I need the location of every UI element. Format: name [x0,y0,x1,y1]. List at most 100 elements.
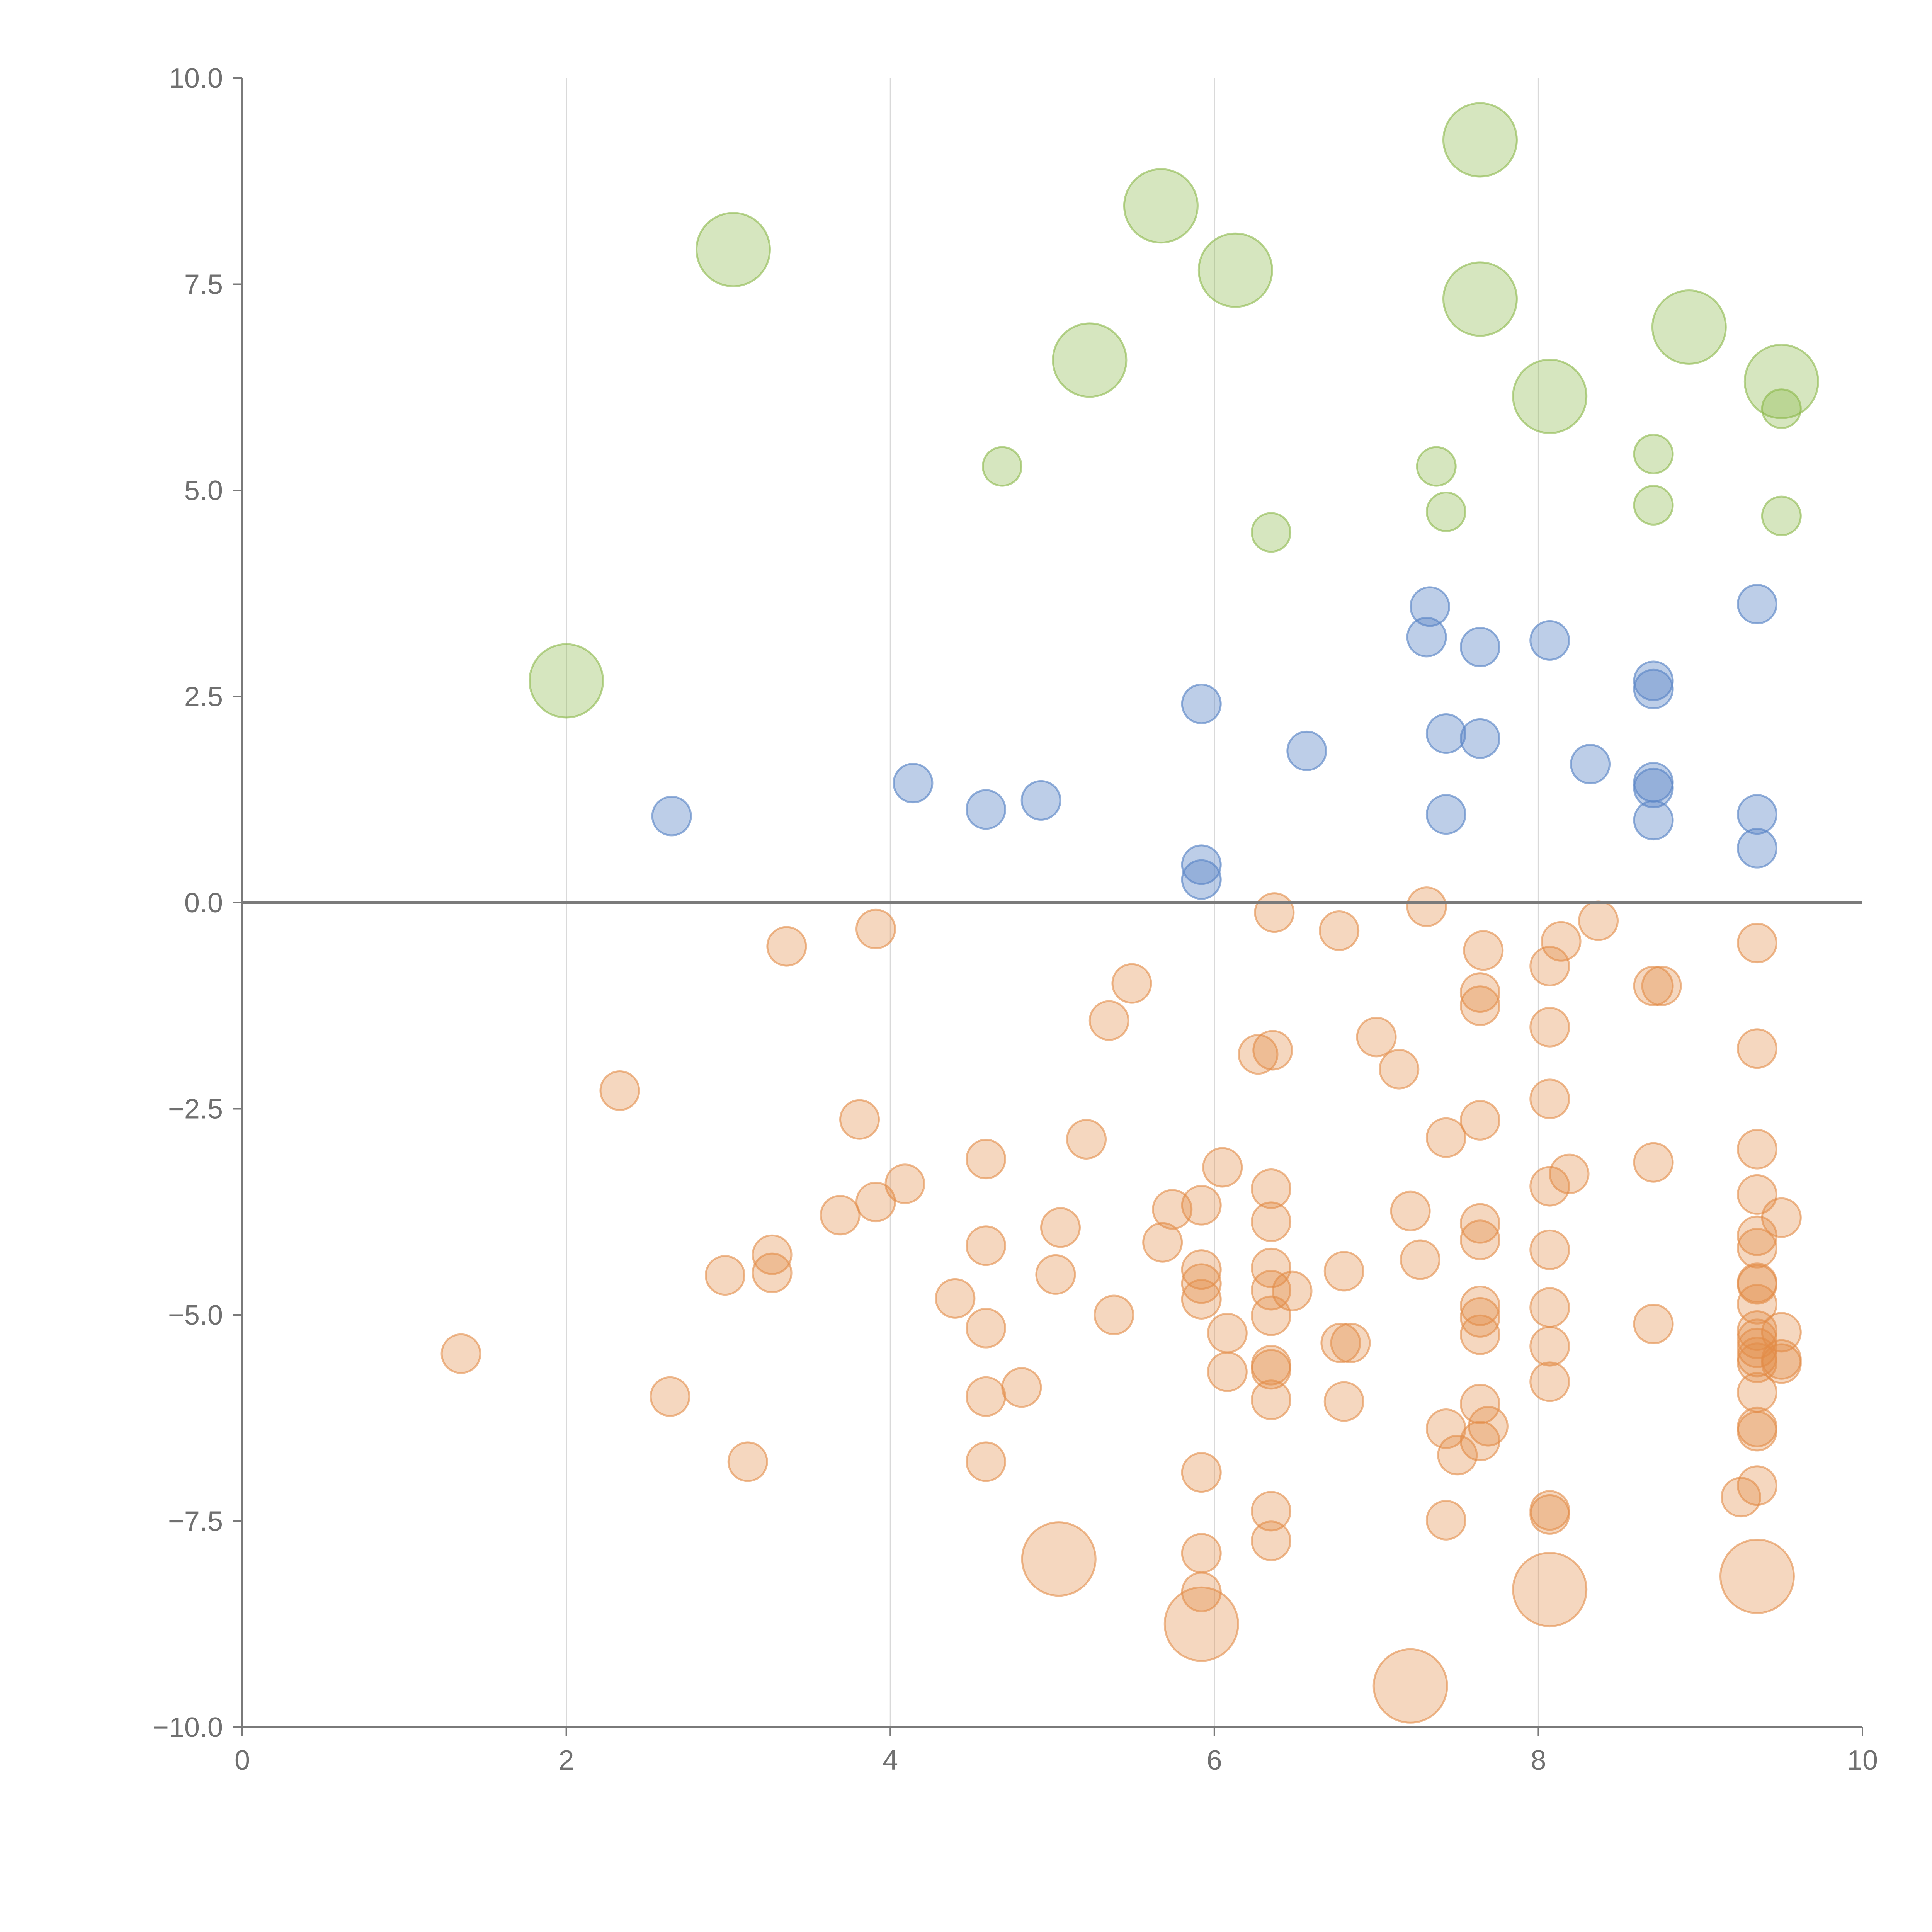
data-point-orange-121 [1163,1586,1239,1662]
data-point-orange-18 [1736,1028,1777,1069]
data-point-blue-2 [1406,617,1447,658]
data-point-green-13 [1416,446,1457,487]
data-point-orange-45 [1040,1207,1081,1248]
data-point-orange-119 [1719,1538,1795,1614]
x-tick-label: 10 [1847,1745,1878,1776]
data-point-green-5 [1651,289,1727,365]
data-point-orange-52 [752,1234,793,1275]
data-point-blue-9 [1459,718,1500,759]
data-point-green-12 [982,446,1023,487]
data-point-orange-82 [1529,1326,1570,1367]
data-point-blue-7 [1181,684,1222,724]
data-point-orange-74 [966,1308,1007,1349]
data-point-orange-96 [650,1376,690,1417]
data-point-orange-94 [1736,1372,1777,1413]
data-point-blue-6 [1633,668,1674,709]
data-point-orange-44 [1459,1203,1500,1244]
data-point-green-4 [1442,261,1518,337]
data-point-green-15 [1425,491,1466,532]
y-tick-label: −2.5 [168,1094,223,1125]
data-point-orange-99 [1459,1383,1500,1424]
data-point-blue-0 [1409,586,1450,627]
data-point-blue-8 [1425,713,1466,754]
data-point-orange-25 [1459,1100,1500,1141]
data-point-orange-28 [1736,1129,1777,1170]
data-point-orange-98 [1323,1381,1364,1422]
data-point-orange-29 [966,1139,1007,1180]
data-point-orange-47 [1459,1219,1500,1260]
y-tick-label: 10.0 [169,63,223,94]
data-point-orange-68 [1459,1286,1500,1327]
data-point-blue-16 [966,789,1007,830]
data-point-orange-4 [1319,910,1360,951]
data-point-orange-5 [766,926,807,967]
data-point-orange-79 [1736,1318,1777,1359]
y-tick-label: 7.5 [184,269,223,300]
data-point-orange-20 [1238,1034,1279,1075]
data-point-orange-122 [1372,1648,1448,1724]
data-point-green-7 [1743,344,1819,419]
data-point-blue-1 [1736,583,1777,624]
data-point-orange-113 [1529,1494,1570,1535]
x-tick-label: 6 [1207,1745,1222,1776]
data-point-orange-78 [1459,1314,1500,1355]
data-point-orange-33 [884,1163,925,1204]
data-point-orange-0 [1254,892,1295,933]
data-point-orange-115 [1251,1520,1292,1561]
data-point-orange-50 [1736,1228,1777,1269]
data-point-orange-9 [1529,946,1570,986]
data-point-blue-11 [1570,743,1611,784]
y-tick-label: 0.0 [184,888,223,918]
y-tick-label: 5.0 [184,475,223,506]
data-point-orange-53 [1400,1239,1440,1280]
data-point-orange-110 [1721,1477,1762,1518]
data-point-orange-87 [1736,1342,1777,1383]
data-point-orange-107 [727,1441,768,1482]
data-point-orange-56 [1323,1251,1364,1292]
data-point-orange-108 [1181,1452,1222,1493]
data-point-orange-112 [1251,1491,1292,1532]
data-point-orange-71 [1251,1295,1292,1336]
data-point-blue-15 [1020,780,1061,821]
data-point-orange-61 [1181,1263,1222,1304]
y-tick-label: 2.5 [184,682,223,713]
data-point-orange-1 [1406,886,1447,927]
data-point-blue-10 [1286,730,1327,771]
data-point-blue-19 [651,796,692,837]
data-point-orange-49 [966,1225,1007,1266]
data-point-orange-21 [1379,1049,1420,1090]
data-point-orange-120 [1512,1552,1588,1628]
data-point-orange-92 [1529,1361,1570,1402]
data-point-orange-13 [1459,972,1500,1013]
data-point-green-9 [529,643,604,719]
data-point-orange-59 [705,1255,746,1296]
data-point-orange-118 [1021,1521,1097,1597]
data-point-orange-19 [1252,1030,1293,1071]
data-point-orange-34 [1529,1166,1570,1207]
data-point-green-6 [1052,322,1128,398]
data-point-orange-72 [1459,1297,1500,1338]
data-point-blue-20 [1633,800,1674,841]
data-point-orange-55 [1181,1249,1222,1290]
data-point-orange-23 [1529,1078,1570,1119]
data-point-blue-21 [1736,828,1777,869]
data-point-orange-90 [1251,1349,1292,1390]
data-point-orange-16 [1529,1007,1570,1048]
data-point-orange-93 [1001,1367,1042,1408]
data-point-orange-69 [1529,1287,1570,1328]
data-point-orange-114 [1425,1500,1466,1541]
x-tick-label: 0 [235,1745,250,1776]
data-point-blue-14 [1633,767,1674,808]
data-point-orange-24 [839,1099,880,1140]
data-point-orange-46 [1736,1215,1777,1256]
data-point-orange-77 [1207,1313,1248,1354]
data-point-blue-17 [1425,794,1466,835]
data-point-orange-31 [1202,1147,1243,1188]
data-point-orange-14 [1459,985,1500,1026]
data-point-orange-97 [1251,1379,1292,1420]
data-point-orange-57 [752,1252,793,1293]
data-point-orange-37 [855,1182,896,1223]
data-point-orange-17 [1356,1017,1397,1058]
data-point-orange-27 [1066,1119,1107,1160]
